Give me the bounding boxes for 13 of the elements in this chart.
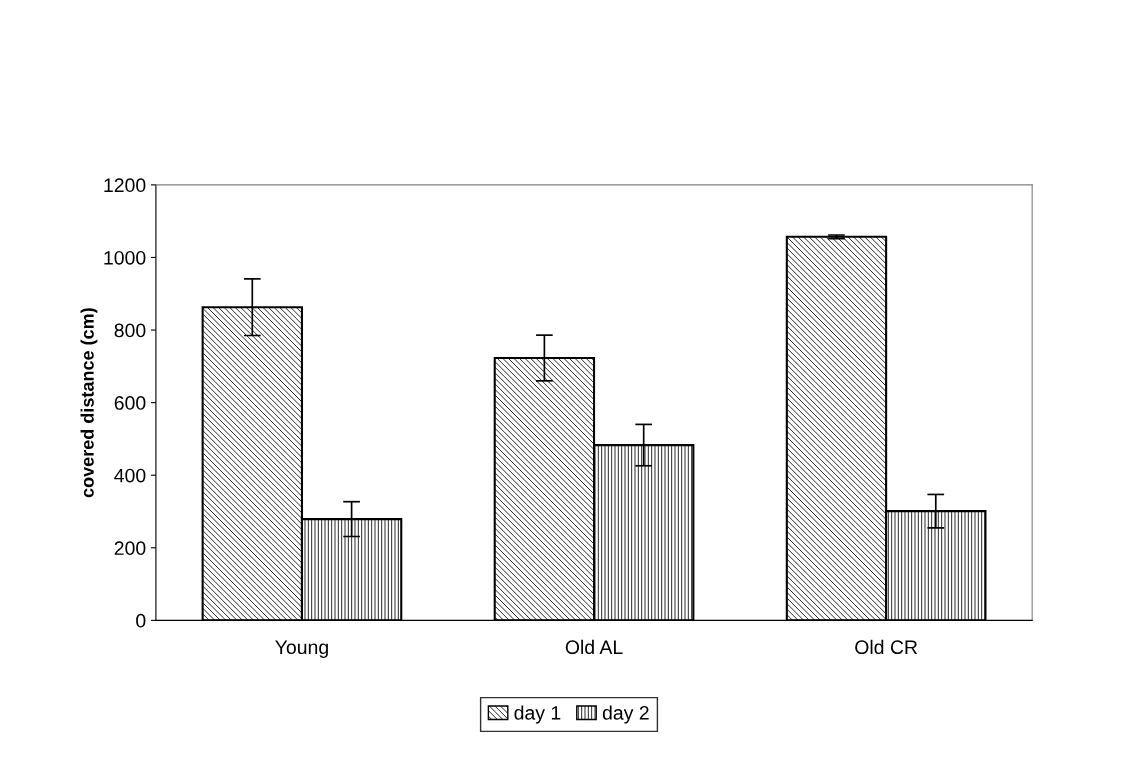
y-tick-label: 800 [114,323,146,338]
y-tick-label: 1000 [104,250,146,265]
y-tick-label: 400 [114,468,146,483]
x-tick-label: Young [275,640,328,658]
y-axis-title: covered distance (cm) [80,308,98,498]
y-tick-label: 1200 [104,178,146,193]
legend-label: day 1 [514,705,561,724]
y-tick-label: 600 [114,396,146,410]
legend-label: day 2 [602,705,649,724]
x-tick-label: Old CR [855,639,918,655]
x-tick-label: Old AL [565,639,623,655]
y-tick-label: 0 [136,613,146,628]
y-tick-label: 200 [114,541,146,556]
